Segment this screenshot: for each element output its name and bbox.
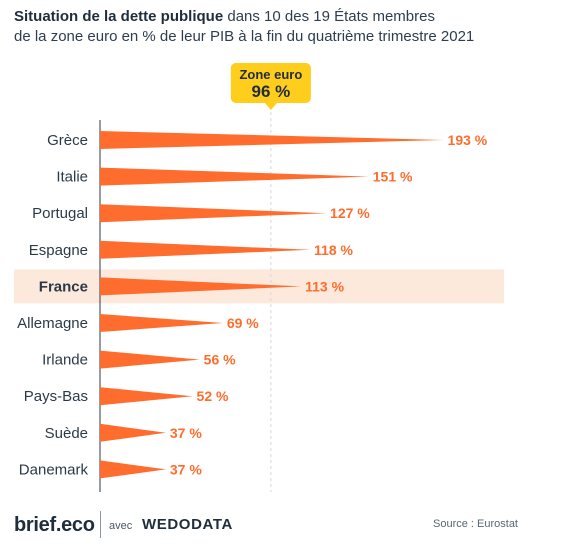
debt-bar-chart: Grèce 193 % Italie 151 % Portugal 127 % Espagn…: [14, 63, 504, 492]
chart-title-rest: dans 10 des 19 États membres: [223, 8, 435, 25]
category-label-su-de: Suède: [45, 425, 88, 442]
reference-callout-pointer: [264, 103, 277, 110]
bar-france: [100, 277, 302, 296]
reference-label: Zone euro: [239, 67, 302, 82]
brand-logo: brief.eco: [14, 514, 95, 536]
bar-italie: [100, 167, 369, 186]
reference-value: 96 %: [252, 82, 291, 101]
category-label-allemagne: Allemagne: [17, 315, 88, 332]
value-label-allemagne: 69 %: [227, 315, 259, 331]
reference-callout-box: [230, 63, 311, 103]
chart-subtitle: de la zone euro en % de leur PIB à la fi…: [14, 28, 475, 45]
value-label-portugal: 127 %: [330, 205, 370, 221]
value-label-su-de: 37 %: [170, 425, 202, 441]
chart-title-bold: Situation de la dette publique: [14, 8, 224, 25]
value-label-italie: 151 %: [373, 169, 413, 185]
bar-gr-ce: [100, 131, 444, 149]
bar-espagne: [100, 240, 311, 259]
bar-portugal: [100, 204, 327, 223]
source-note: Source : Eurostat: [433, 518, 518, 530]
value-label-gr-ce: 193 %: [448, 132, 488, 148]
category-label-danemark: Danemark: [19, 461, 89, 478]
value-label-france: 113 %: [305, 278, 344, 294]
category-label-irlande: Irlande: [42, 352, 88, 369]
category-label-italie: Italie: [56, 169, 88, 186]
partner-logo: WEDODATA: [142, 516, 233, 533]
bar-su-de: [100, 423, 166, 442]
bar-irlande: [100, 350, 200, 369]
category-label-france: France: [39, 278, 88, 295]
value-label-irlande: 56 %: [204, 352, 236, 368]
bar-danemark: [100, 460, 166, 479]
bar-pays-bas: [100, 387, 193, 406]
footer-divider: [100, 511, 101, 538]
category-label-espagne: Espagne: [29, 242, 88, 259]
bar-allemagne: [100, 314, 223, 332]
category-label-pays-bas: Pays-Bas: [24, 388, 88, 405]
chart-title: Situation de la dette publique dans 10 d…: [14, 7, 554, 47]
value-label-pays-bas: 52 %: [197, 388, 229, 404]
footer-with-text: avec: [109, 520, 133, 532]
value-label-danemark: 37 %: [170, 461, 202, 477]
category-label-portugal: Portugal: [32, 205, 88, 222]
category-label-gr-ce: Grèce: [47, 132, 88, 149]
value-label-espagne: 118 %: [314, 242, 353, 258]
